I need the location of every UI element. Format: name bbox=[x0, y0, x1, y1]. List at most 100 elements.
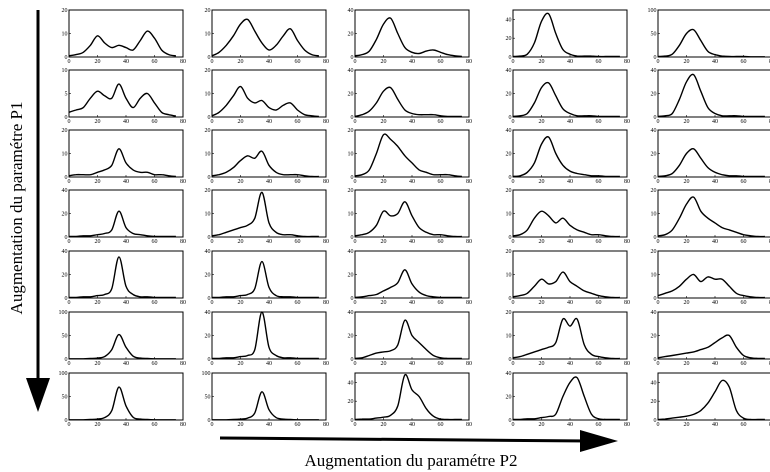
x-tick-label: 20 bbox=[238, 422, 244, 428]
x-tick-label: 40 bbox=[409, 119, 415, 125]
y-tick-label: 0 bbox=[65, 55, 68, 61]
y-tick-label: 100 bbox=[59, 371, 68, 377]
x-tick-label: 80 bbox=[323, 422, 329, 428]
x-tick-label: 60 bbox=[438, 59, 444, 65]
y-tick-label: 20 bbox=[348, 334, 354, 340]
x-tick-label: 20 bbox=[539, 422, 545, 428]
series-line bbox=[512, 317, 620, 360]
panel-r2-c4: 0 20 40 60 80 0 20 40 bbox=[506, 68, 631, 125]
y-tick-label: 0 bbox=[351, 357, 354, 363]
x-tick-label: 40 bbox=[409, 422, 415, 428]
x-tick-label: 60 bbox=[438, 179, 444, 185]
x-tick-label: 20 bbox=[238, 361, 244, 367]
series-line bbox=[657, 28, 765, 58]
y-tick-label: 10 bbox=[205, 212, 211, 218]
panel-frame bbox=[68, 372, 184, 421]
y-tick-label: 20 bbox=[62, 128, 68, 134]
x-tick-label: 60 bbox=[596, 361, 602, 367]
series-line bbox=[354, 373, 462, 421]
x-tick-label: 40 bbox=[712, 119, 718, 125]
panel-r6-c4: 0 20 40 60 80 0 10 20 bbox=[506, 310, 631, 367]
x-tick-label: 60 bbox=[596, 422, 602, 428]
series-line bbox=[657, 73, 765, 118]
x-tick-label: 0 bbox=[354, 59, 357, 65]
y-tick-label: 20 bbox=[205, 8, 211, 14]
y-tick-label: 0 bbox=[65, 296, 68, 302]
x-tick-label: 60 bbox=[295, 119, 301, 125]
x-tick-label: 20 bbox=[381, 239, 387, 245]
series-line bbox=[657, 196, 765, 238]
y-tick-label: 0 bbox=[509, 418, 512, 424]
series-line bbox=[512, 136, 620, 178]
x-tick-label: 40 bbox=[567, 119, 573, 125]
y-tick-label: 10 bbox=[205, 32, 211, 38]
series-line bbox=[69, 386, 176, 421]
x-tick-label: 20 bbox=[95, 422, 101, 428]
x-tick-label: 20 bbox=[539, 119, 545, 125]
panel-frame bbox=[657, 250, 770, 299]
x-tick-label: 20 bbox=[684, 179, 690, 185]
panel-r3-c2: 0 20 40 60 80 0 10 20 bbox=[205, 128, 330, 185]
x-tick-label: 80 bbox=[180, 300, 186, 306]
x-tick-label: 40 bbox=[712, 422, 718, 428]
x-tick-label: 40 bbox=[409, 239, 415, 245]
y-tick-label: 40 bbox=[348, 310, 354, 316]
y-tick-label: 20 bbox=[348, 92, 354, 98]
x-tick-label: 60 bbox=[152, 179, 158, 185]
y-tick-label: 5 bbox=[65, 92, 68, 98]
x-tick-label: 60 bbox=[295, 361, 301, 367]
panel-frame bbox=[657, 9, 770, 58]
x-tick-label: 60 bbox=[295, 422, 301, 428]
y-tick-label: 0 bbox=[208, 296, 211, 302]
series-line bbox=[68, 210, 176, 238]
x-tick-label: 80 bbox=[624, 119, 630, 125]
y-tick-label: 0 bbox=[351, 235, 354, 241]
x-tick-label: 20 bbox=[539, 361, 545, 367]
panel-r2-c3: 0 20 40 60 80 0 20 40 bbox=[348, 68, 473, 125]
x-tick-label: 0 bbox=[657, 119, 660, 125]
series-line bbox=[354, 86, 462, 118]
x-tick-label: 0 bbox=[68, 361, 71, 367]
panel-r4-c1: 0 20 40 60 80 0 20 40 bbox=[62, 188, 187, 245]
y-tick-label: 20 bbox=[651, 399, 657, 405]
x-tick-label: 80 bbox=[466, 179, 472, 185]
y-tick-label: 0 bbox=[208, 55, 211, 61]
x-tick-label: 60 bbox=[741, 179, 747, 185]
y-tick-label: 40 bbox=[348, 249, 354, 255]
x-tick-label: 0 bbox=[211, 59, 214, 65]
y-tick-label: 20 bbox=[348, 128, 354, 134]
x-tick-label: 40 bbox=[266, 361, 272, 367]
y-tick-label: 0 bbox=[208, 357, 211, 363]
x-tick-label: 20 bbox=[381, 361, 387, 367]
y-tick-label: 20 bbox=[62, 273, 68, 279]
series-line bbox=[512, 12, 620, 58]
x-tick-label: 20 bbox=[381, 59, 387, 65]
x-tick-label: 60 bbox=[596, 59, 602, 65]
x-tick-label: 0 bbox=[354, 179, 357, 185]
panel-r5-c3: 0 20 40 60 80 0 20 40 bbox=[348, 249, 473, 306]
x-tick-label: 0 bbox=[512, 59, 515, 65]
x-tick-label: 20 bbox=[539, 300, 545, 306]
x-tick-label: 0 bbox=[211, 422, 214, 428]
x-tick-label: 20 bbox=[684, 239, 690, 245]
x-tick-label: 0 bbox=[211, 119, 214, 125]
x-tick-label: 0 bbox=[657, 239, 660, 245]
x-tick-label: 0 bbox=[68, 59, 71, 65]
x-tick-label: 0 bbox=[657, 422, 660, 428]
x-tick-label: 60 bbox=[438, 300, 444, 306]
series-line bbox=[68, 30, 177, 57]
x-tick-label: 60 bbox=[741, 361, 747, 367]
panel-frame bbox=[211, 189, 327, 238]
x-tick-label: 40 bbox=[123, 422, 129, 428]
y-tick-label: 0 bbox=[509, 235, 512, 241]
x-tick-label: 0 bbox=[68, 422, 71, 428]
series-line bbox=[657, 273, 765, 299]
p2-arrow bbox=[219, 430, 618, 452]
panel-frame bbox=[354, 69, 470, 118]
y-tick-label: 40 bbox=[205, 249, 211, 255]
x-tick-label: 20 bbox=[539, 59, 545, 65]
p1-arrow bbox=[26, 10, 50, 412]
x-tick-label: 0 bbox=[657, 59, 660, 65]
x-tick-label: 40 bbox=[266, 300, 272, 306]
